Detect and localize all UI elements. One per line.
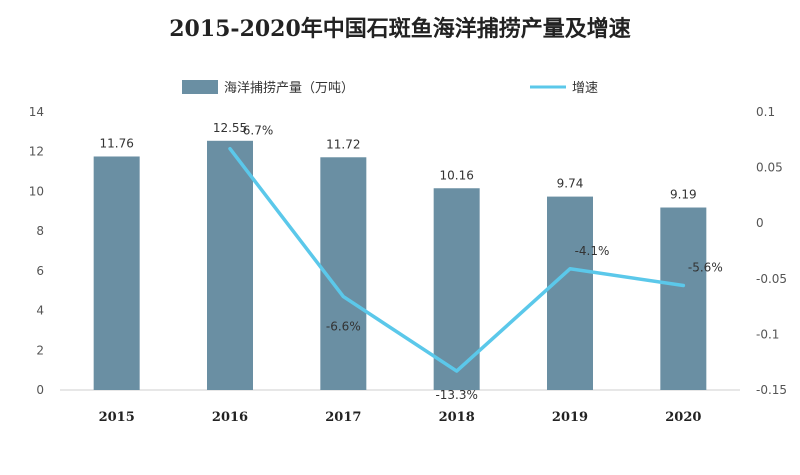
y-right-tick-label: -0.1: [756, 327, 779, 341]
y-left-tick-label: 14: [29, 105, 44, 119]
x-tick-label: 2016: [212, 410, 248, 425]
x-axis: 2015 2016 2017 2018 2019 2020: [60, 389, 740, 425]
y-left-tick-label: 8: [36, 224, 44, 238]
bar-value-label: 9.19: [670, 188, 697, 202]
bar: [93, 156, 140, 390]
bar-value-labels: 11.76 12.55 11.72 10.16 9.74 9.19: [99, 121, 696, 202]
x-tick-label: 2019: [552, 410, 588, 425]
y-left-tick-label: 2: [36, 343, 44, 357]
growth-value-label: 6.7%: [243, 124, 274, 138]
x-tick-label: 2017: [325, 410, 361, 425]
bar-value-label: 10.16: [439, 168, 473, 182]
growth-line-series: [228, 146, 686, 373]
legend: 海洋捕捞产量（万吨） 增速: [182, 80, 598, 96]
bar-series: [93, 140, 707, 390]
bar-value-label: 12.55: [213, 121, 247, 135]
bar: [547, 196, 593, 390]
x-tick-label: 2020: [665, 410, 701, 425]
chart-title: 2015-2020年中国石斑鱼海洋捕捞产量及增速: [169, 16, 631, 42]
y-left-tick-label: 0: [36, 383, 44, 397]
bar: [207, 140, 253, 390]
x-tick-label: 2018: [439, 410, 475, 425]
growth-value-label: -4.1%: [575, 244, 610, 258]
y-right-tick-label: -0.15: [756, 383, 787, 397]
y-left-tick-label: 10: [29, 184, 44, 198]
y-right-tick-label: 0.1: [756, 105, 775, 119]
growth-value-label: -6.6%: [326, 320, 361, 334]
y-right-tick-label: -0.05: [756, 272, 787, 286]
bar-value-label: 11.72: [326, 137, 360, 151]
y-axis-right: -0.15 -0.1 -0.05 0 0.05 0.1: [756, 105, 787, 397]
y-right-tick-label: 0.05: [756, 161, 783, 175]
legend-line-label: 增速: [572, 81, 598, 96]
y-left-tick-label: 12: [29, 145, 44, 159]
y-left-tick-label: 4: [36, 304, 44, 318]
legend-bar-swatch: [182, 80, 218, 94]
bar: [320, 157, 367, 390]
x-tick-label: 2015: [99, 410, 135, 425]
growth-value-label: -5.6%: [688, 260, 723, 274]
y-right-tick-label: 0: [756, 216, 764, 230]
bar-value-label: 9.74: [557, 177, 584, 191]
legend-bar-label: 海洋捕捞产量（万吨）: [224, 80, 354, 96]
y-left-tick-label: 6: [36, 264, 44, 278]
bar: [660, 207, 707, 390]
growth-value-label: -13.3%: [435, 388, 477, 402]
growth-value-labels: 6.7% -6.6% -13.3% -4.1% -5.6%: [243, 124, 723, 402]
bar-value-label: 11.76: [99, 136, 133, 150]
y-axis-left: 0 2 4 6 8 10 12 14: [29, 105, 44, 397]
growth-line: [228, 146, 686, 373]
